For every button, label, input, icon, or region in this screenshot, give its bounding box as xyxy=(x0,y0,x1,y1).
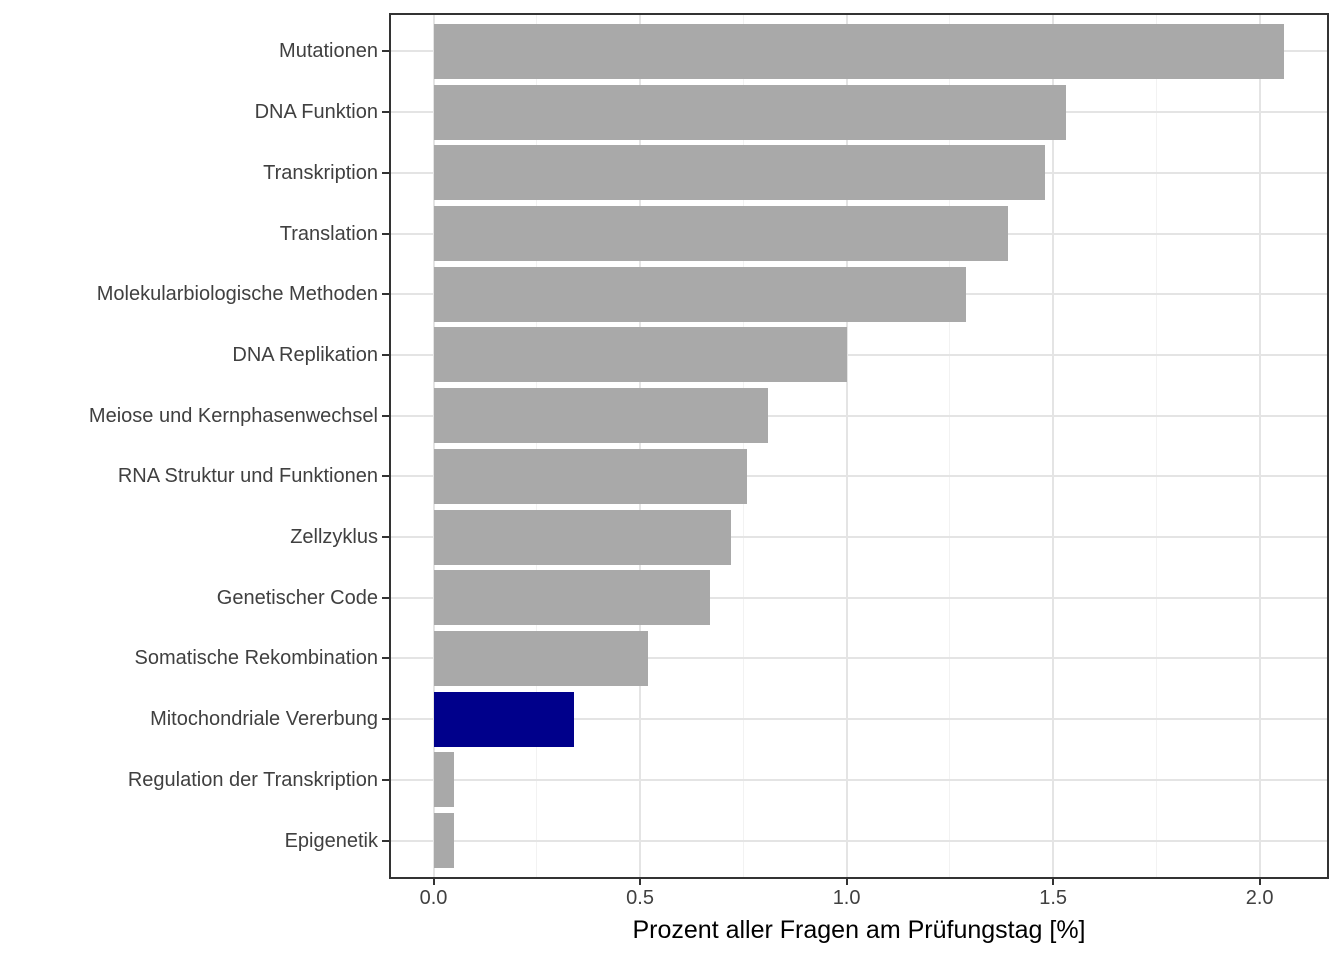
major-gridline xyxy=(391,596,1327,599)
y-axis-label: Epigenetik xyxy=(284,829,378,852)
x-axis-title: Prozent aller Fragen am Prüfungstag [%] xyxy=(632,916,1086,944)
x-tick-label: 0.0 xyxy=(419,887,448,909)
major-gridline xyxy=(639,15,642,877)
bar xyxy=(433,327,847,382)
major-gridline xyxy=(1052,15,1055,877)
major-gridline xyxy=(432,15,435,877)
y-axis-label: DNA Replikation xyxy=(232,343,378,366)
x-tick-label: 1.0 xyxy=(832,887,861,909)
major-gridline xyxy=(391,718,1327,721)
y-axis-label: Meiose und Kernphasenwechsel xyxy=(88,404,378,427)
major-gridline xyxy=(391,353,1327,356)
bar-highlighted xyxy=(433,692,574,747)
y-tick-mark xyxy=(382,50,389,53)
x-tick-mark xyxy=(845,879,848,885)
y-tick-mark xyxy=(382,353,389,356)
y-tick-mark xyxy=(382,293,389,296)
major-gridline xyxy=(391,839,1327,842)
y-axis-label: Mitochondriale Vererbung xyxy=(150,708,378,731)
y-axis-label: Molekularbiologische Methoden xyxy=(96,283,378,306)
major-gridline xyxy=(391,475,1327,478)
x-tick-mark xyxy=(1258,879,1261,885)
bar xyxy=(433,510,731,565)
major-gridline xyxy=(1258,15,1261,877)
y-tick-mark xyxy=(382,596,389,599)
y-tick-mark xyxy=(382,778,389,781)
y-axis-label: Transkription xyxy=(263,161,378,184)
y-axis-label: Genetischer Code xyxy=(216,586,378,609)
bar xyxy=(433,24,1285,79)
x-tick-label: 0.5 xyxy=(626,887,654,909)
x-tick-label: 1.5 xyxy=(1039,887,1068,909)
bar xyxy=(433,449,748,504)
major-gridline xyxy=(391,778,1327,781)
x-tick-mark xyxy=(1052,879,1055,885)
y-tick-mark xyxy=(382,232,389,235)
y-axis-label: Somatische Rekombination xyxy=(134,647,378,670)
major-gridline xyxy=(845,15,848,877)
y-axis-label: DNA Funktion xyxy=(254,101,378,124)
y-tick-mark xyxy=(382,111,389,114)
bar xyxy=(433,206,1008,261)
minor-gridline xyxy=(536,15,538,877)
y-axis-label: Mutationen xyxy=(279,40,378,63)
minor-gridline xyxy=(1155,15,1157,877)
y-axis-label: Zellzyklus xyxy=(290,526,378,549)
major-gridline xyxy=(391,414,1327,417)
minor-gridline xyxy=(949,15,951,877)
bar xyxy=(433,752,455,807)
bar xyxy=(433,267,967,322)
bar xyxy=(433,145,1045,200)
y-tick-mark xyxy=(382,839,389,842)
plot-panel xyxy=(389,13,1329,879)
y-tick-mark xyxy=(382,718,389,721)
bar xyxy=(433,631,649,686)
y-tick-mark xyxy=(382,171,389,174)
y-tick-mark xyxy=(382,657,389,660)
bar xyxy=(433,570,711,625)
bar xyxy=(433,388,769,443)
bar xyxy=(433,813,455,868)
minor-gridline xyxy=(742,15,744,877)
y-axis-label: RNA Struktur und Funktionen xyxy=(117,465,378,488)
y-tick-mark xyxy=(382,536,389,539)
y-tick-mark xyxy=(382,414,389,417)
x-tick-mark xyxy=(432,879,435,885)
x-tick-label: 2.0 xyxy=(1245,887,1274,909)
y-axis-label: Regulation der Transkription xyxy=(127,768,378,791)
bar xyxy=(433,85,1066,140)
y-tick-mark xyxy=(382,475,389,478)
major-gridline xyxy=(391,536,1327,539)
y-axis-label: Translation xyxy=(279,222,378,245)
x-tick-mark xyxy=(639,879,642,885)
major-gridline xyxy=(391,657,1327,660)
